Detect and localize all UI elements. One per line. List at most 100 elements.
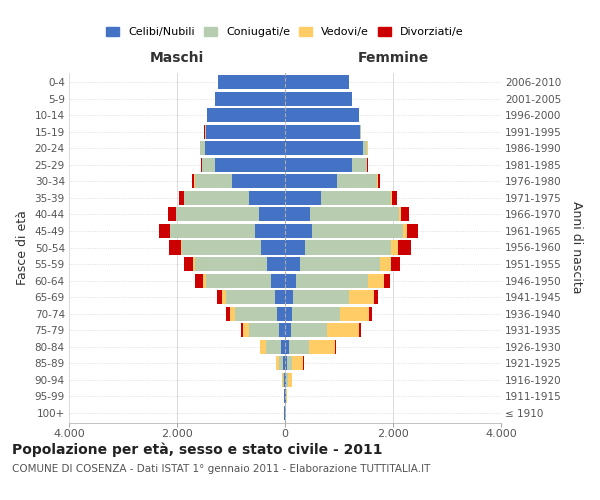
Bar [206,125,285,139]
Bar [284,372,285,386]
Bar [195,274,203,287]
Bar [281,340,285,353]
Bar [277,306,285,320]
Bar [242,323,250,337]
Bar [260,340,266,353]
Bar [374,290,379,304]
Bar [291,323,328,337]
Bar [259,208,285,222]
Bar [261,240,285,254]
Bar [285,389,286,403]
Bar [285,76,349,90]
Bar [266,340,281,353]
Bar [217,290,222,304]
Bar [392,191,397,205]
Bar [222,290,226,304]
Bar [368,274,383,287]
Bar [159,224,170,238]
Bar [205,125,206,139]
Bar [305,240,391,254]
Bar [285,257,300,271]
Bar [285,340,289,353]
Bar [391,240,398,254]
Bar [349,290,374,304]
Bar [215,92,285,106]
Bar [289,340,309,353]
Y-axis label: Fasce di età: Fasce di età [16,210,29,285]
Bar [179,191,184,205]
Bar [170,224,255,238]
Bar [391,191,392,205]
Bar [398,240,410,254]
Bar [310,208,398,222]
Bar [285,224,312,238]
Bar [287,372,292,386]
Bar [293,290,349,304]
Bar [328,323,359,337]
Bar [292,306,340,320]
Bar [398,208,401,222]
Bar [283,356,285,370]
Text: COMUNE DI COSENZA - Dati ISTAT 1° gennaio 2011 - Elaborazione TUTTITALIA.IT: COMUNE DI COSENZA - Dati ISTAT 1° gennai… [12,464,430,474]
Bar [226,306,230,320]
Bar [182,240,261,254]
Bar [267,257,285,271]
Bar [275,290,285,304]
Bar [285,356,287,370]
Bar [292,356,304,370]
Y-axis label: Anni di nascita: Anni di nascita [570,201,583,294]
Bar [230,306,235,320]
Bar [215,158,285,172]
Text: Popolazione per età, sesso e stato civile - 2011: Popolazione per età, sesso e stato civil… [12,442,383,457]
Bar [296,274,368,287]
Bar [403,224,407,238]
Bar [192,174,194,188]
Bar [276,356,279,370]
Bar [335,340,336,353]
Bar [300,257,380,271]
Bar [285,274,296,287]
Bar [241,323,242,337]
Bar [383,274,391,287]
Bar [378,174,380,188]
Bar [200,142,205,156]
Bar [363,142,367,156]
Bar [184,191,248,205]
Bar [250,323,278,337]
Bar [176,208,259,222]
Bar [202,158,215,172]
Bar [285,240,305,254]
Text: Maschi: Maschi [150,52,204,66]
Bar [193,257,194,271]
Bar [282,372,283,386]
Bar [287,356,292,370]
Bar [205,142,285,156]
Bar [285,158,352,172]
Bar [360,125,361,139]
Bar [286,389,287,403]
Bar [285,174,337,188]
Bar [271,274,285,287]
Bar [309,340,335,353]
Bar [312,224,403,238]
Bar [285,306,292,320]
Bar [407,224,418,238]
Bar [285,125,360,139]
Bar [283,372,284,386]
Bar [184,257,193,271]
Bar [337,174,377,188]
Bar [369,306,372,320]
Bar [285,92,352,106]
Bar [401,208,409,222]
Bar [203,274,206,287]
Bar [248,191,285,205]
Bar [380,257,391,271]
Bar [359,323,361,337]
Bar [194,257,267,271]
Text: Femmine: Femmine [358,52,428,66]
Bar [352,158,367,172]
Bar [285,108,359,122]
Bar [255,224,285,238]
Bar [201,158,202,172]
Bar [285,323,291,337]
